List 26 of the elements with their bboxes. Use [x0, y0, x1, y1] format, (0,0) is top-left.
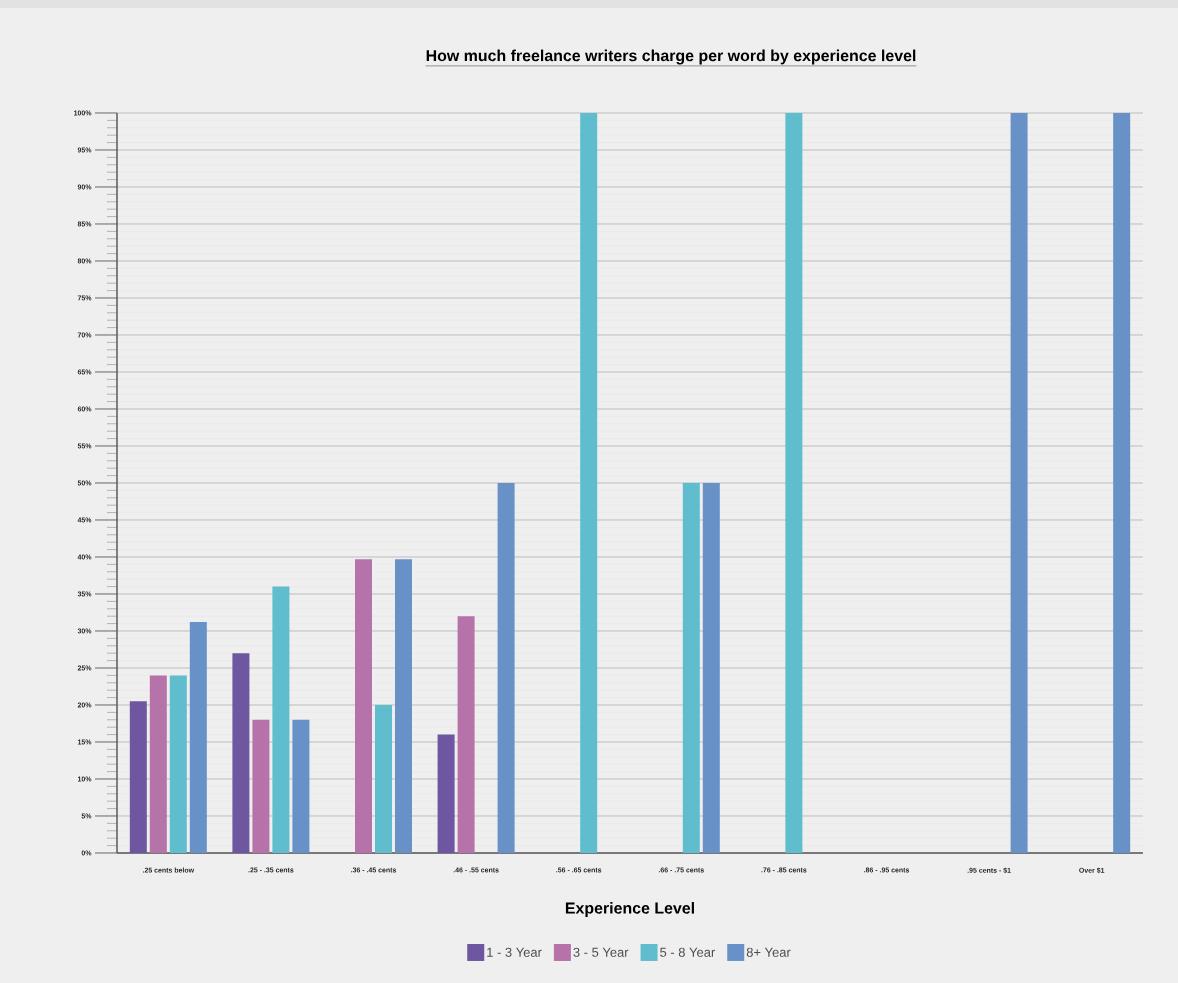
bar — [395, 559, 412, 853]
bar — [702, 482, 720, 853]
bar — [149, 675, 167, 853]
bar — [129, 701, 147, 853]
bar — [580, 112, 598, 853]
legend-label: 5 - 8 Year — [660, 947, 716, 957]
bar — [457, 616, 475, 853]
bar — [189, 622, 207, 853]
bar — [355, 559, 372, 853]
bar — [272, 586, 290, 853]
legend-label: 1 - 3 Year — [487, 947, 542, 957]
bar — [437, 734, 455, 853]
bar — [682, 482, 700, 853]
bar — [785, 112, 803, 853]
bar — [375, 704, 392, 853]
chart-title: How much freelance writers charge per word by experience level — [426, 49, 916, 65]
bar — [1010, 112, 1028, 853]
legend-label: 3 - 5 Year — [573, 947, 629, 957]
bar — [497, 482, 515, 853]
x-axis-title: Experience Level — [565, 902, 694, 917]
bar — [169, 675, 187, 853]
bar — [232, 653, 250, 853]
bar — [252, 719, 270, 853]
legend-label: 8+ Year — [746, 947, 791, 957]
bar — [292, 719, 310, 853]
bar — [1113, 112, 1131, 853]
